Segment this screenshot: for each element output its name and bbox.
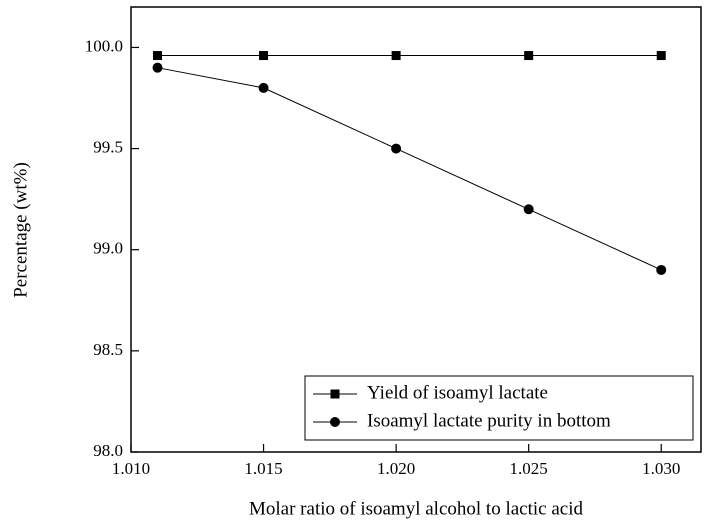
plot-frame (130, 6, 702, 453)
y-tick-label: 99.5 (93, 137, 123, 156)
x-tick-label: 1.025 (510, 459, 548, 478)
legend-marker (330, 389, 340, 399)
x-tick-label: 1.010 (112, 459, 150, 478)
y-axis-label: Percentage (wt%) (10, 162, 31, 298)
data-point (656, 51, 666, 61)
data-point (523, 204, 534, 215)
y-tick-label: 98.0 (93, 441, 123, 460)
legend-label: Isoamyl lactate purity in bottom (367, 410, 611, 431)
x-tick-label: 1.015 (244, 459, 282, 478)
data-point (153, 51, 163, 61)
y-tick-label: 98.5 (93, 340, 123, 359)
legend-box (304, 375, 694, 441)
x-axis-label: Molar ratio of isoamyl alcohol to lactic… (249, 498, 583, 519)
data-point (258, 82, 269, 93)
x-tick-label: 1.020 (377, 459, 415, 478)
x-tick-label: 1.030 (642, 459, 680, 478)
data-point (152, 62, 163, 73)
y-tick-label: 100.0 (85, 36, 123, 55)
legend-label: Yield of isoamyl lactate (367, 382, 548, 403)
data-point (524, 51, 534, 61)
series-line (157, 67, 662, 271)
data-point (656, 264, 667, 275)
data-point (391, 51, 401, 61)
data-point (391, 143, 402, 154)
legend-marker (330, 417, 340, 427)
data-point (259, 51, 269, 61)
y-tick-label: 99.0 (93, 239, 123, 258)
